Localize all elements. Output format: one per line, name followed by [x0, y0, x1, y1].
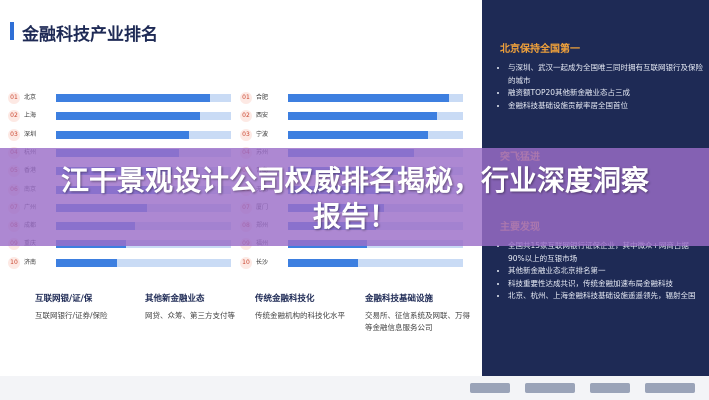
ranking-row: 01 北京 [8, 92, 238, 104]
section-heading: 其他新金融业态 [145, 294, 205, 304]
bullet: 科技重要性达成共识，传统金融加速布局金融科技 [508, 278, 703, 291]
section-heading: 互联网银/证/保 [35, 294, 93, 304]
ranking-row: 10 济南 [8, 256, 238, 269]
rank-badge: 02 [240, 110, 252, 123]
ranking-row: 10 长沙 [240, 256, 470, 269]
ranking-row: 02 上海 [8, 110, 238, 123]
city-name: 济南 [24, 258, 37, 266]
banner [0, 148, 709, 246]
bar [56, 258, 118, 267]
bar [288, 94, 449, 102]
bullet-list: 与深圳、武汉一起成为全国唯三同时拥有互联网银行及保险的城市融资额TOP20其他新… [500, 62, 703, 112]
bar [56, 112, 200, 121]
logo [525, 383, 575, 393]
city-name: 西安 [256, 112, 269, 120]
city-name: 长沙 [256, 258, 269, 266]
sidebar-heading: 北京保持全国第一 [500, 44, 580, 55]
slide-title: 金融科技产业排名 [22, 25, 158, 45]
bullet: 其他新金融业态北京排名第一 [508, 265, 703, 278]
bullet: 北京、杭州、上海金融科技基础设施遥遥领先，辐射全国 [508, 290, 703, 303]
bar [288, 258, 358, 267]
section: 金融科技基础设施交易所、征信系统及网联、万得等金融信息服务公司 [365, 292, 475, 334]
section-heading: 金融科技基础设施 [365, 294, 434, 304]
rank-badge: 03 [240, 128, 252, 141]
footer [0, 376, 709, 400]
rank-badge: 10 [8, 256, 20, 269]
city-name: 合肥 [256, 94, 269, 101]
bar-track [288, 112, 463, 121]
title-marker [10, 22, 14, 40]
ranking-row: 02 西安 [240, 110, 470, 123]
city-name: 宁波 [256, 130, 269, 138]
bar [56, 130, 189, 139]
ranking-row: 01 合肥 [240, 92, 470, 104]
logo [645, 383, 695, 393]
bar [288, 112, 437, 121]
bar-track [56, 112, 231, 121]
bullet: 融资额TOP20其他新金融业态占三成 [508, 87, 703, 100]
city-name: 深圳 [24, 130, 37, 138]
section-text: 传统金融机构的科技化水平 [255, 311, 345, 320]
city-name: 北京 [24, 94, 37, 101]
section: 其他新金融业态网贷、众筹、第三方支付等 [145, 292, 255, 322]
bar [56, 94, 210, 102]
section-text: 互联网银行/证券/保险 [35, 311, 108, 320]
section: 传统金融科技化传统金融机构的科技化水平 [255, 292, 365, 322]
bar-track [56, 258, 231, 267]
rank-badge: 01 [8, 92, 20, 104]
rank-badge: 01 [240, 92, 252, 104]
bar-track [288, 258, 463, 267]
bullet: 金融科技基础设施贡献率居全国首位 [508, 100, 703, 113]
logo [590, 383, 630, 393]
city-name: 上海 [24, 112, 37, 120]
banner-title: 江干景观设计公司权威排名揭秘，行业深度洞察报告！ [60, 164, 649, 233]
section-text: 网贷、众筹、第三方支付等 [145, 311, 235, 320]
bar [288, 130, 428, 139]
rank-badge: 10 [240, 256, 252, 269]
rank-badge: 03 [8, 128, 20, 141]
bar-track [288, 130, 463, 139]
ranking-row: 03 深圳 [8, 128, 238, 141]
rank-badge: 02 [8, 110, 20, 123]
bar-track [56, 130, 231, 139]
section-heading: 传统金融科技化 [255, 294, 315, 304]
section: 互联网银/证/保互联网银行/证券/保险 [35, 292, 145, 322]
section-text: 交易所、征信系统及网联、万得等金融信息服务公司 [365, 311, 470, 332]
bar-track [288, 94, 463, 102]
bullet-list: 全国共15家互联网银行证保企业，其中微众+网商占据90%以上的互银市场其他新金融… [500, 240, 703, 303]
bar-track [56, 94, 231, 102]
ranking-row: 03 宁波 [240, 128, 470, 141]
logo [470, 383, 510, 393]
bullet: 与深圳、武汉一起成为全国唯三同时拥有互联网银行及保险的城市 [508, 62, 703, 87]
